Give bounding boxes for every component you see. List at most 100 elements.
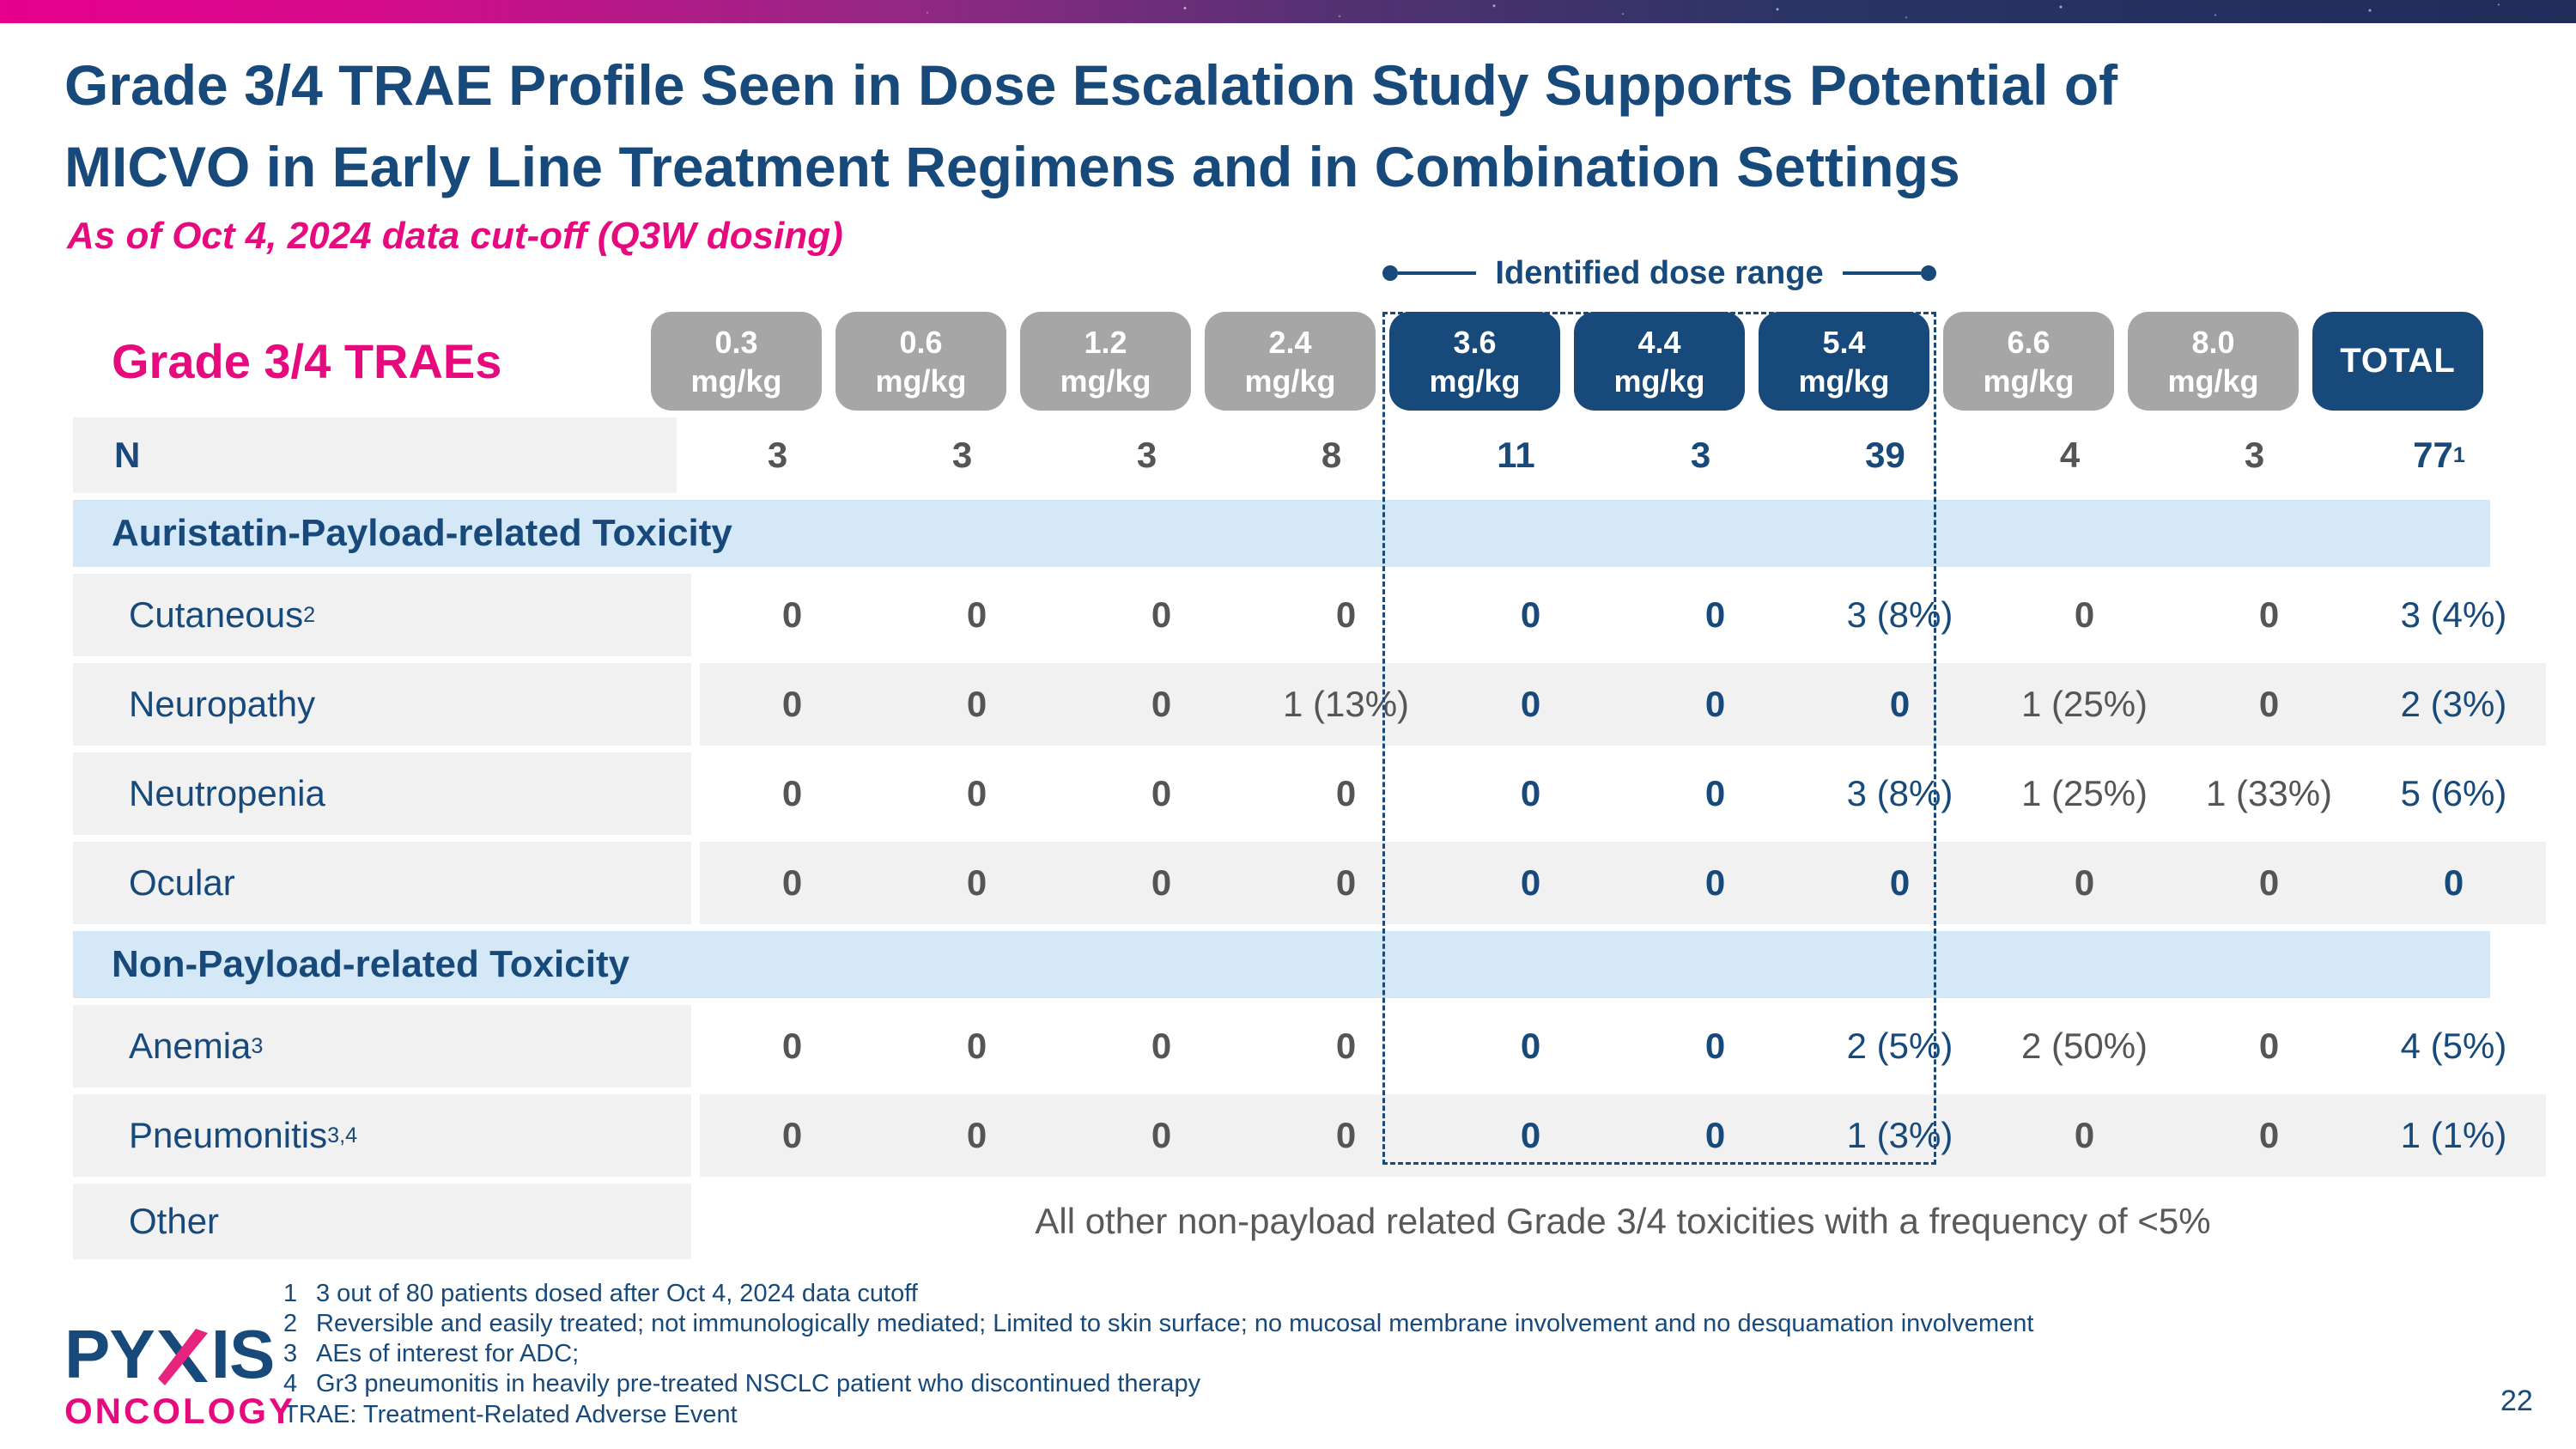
footnote-number: 1	[283, 1280, 298, 1307]
table-cell: 39	[1865, 435, 1905, 475]
table-cell: 0	[1151, 773, 1172, 813]
dose-column-header: 0.6 mg/kg	[829, 312, 1013, 411]
table-cell: 0	[781, 594, 803, 635]
n-row: N 3 3 3 8 11 3 39 4 3 77 1	[73, 417, 2490, 493]
table-cell: 0	[2361, 842, 2546, 924]
dose-column-header: 1.2 mg/kg	[1013, 312, 1198, 411]
row-label: Anemia 3	[73, 1005, 691, 1087]
identified-dose-range-label: Identified dose range	[1495, 254, 1824, 291]
row-label: Other	[73, 1184, 691, 1259]
table-cell: 11	[1497, 435, 1535, 475]
table-cell: 0	[1335, 594, 1357, 635]
table-cell: 0	[966, 594, 987, 635]
table-cell: 0	[1520, 1026, 1541, 1066]
slide-title: Grade 3/4 TRAE Profile Seen in Dose Esca…	[64, 45, 2537, 208]
compass-x-icon	[156, 1329, 210, 1385]
other-row: Other All other non-payload related Grade…	[73, 1184, 2490, 1259]
table-cell: 0	[966, 773, 987, 813]
table-cell: 3	[2244, 435, 2265, 475]
dose-column-header: 2.4 mg/kg	[1198, 312, 1382, 411]
footnotes: 1 3 out of 80 patients dosed after Oct 4,…	[283, 1279, 2033, 1430]
table-cell: 0	[1069, 842, 1254, 924]
table-title: Grade 3/4 TRAEs	[112, 334, 502, 388]
row-label: Neutropenia	[73, 752, 691, 835]
table-cell: 4 (5%)	[2400, 1026, 2507, 1066]
table-cell: 0	[700, 1094, 884, 1177]
slide-title-line2: MICVO in Early Line Treatment Regimens a…	[64, 135, 1960, 198]
data-cutoff-subtitle: As of Oct 4, 2024 data cut-off (Q3W dosi…	[67, 215, 843, 257]
section-label: Non-Payload-related Toxicity	[112, 943, 630, 985]
table-corner-cell: Grade 3/4 TRAEs	[73, 312, 635, 411]
table-cell: 0	[1335, 773, 1357, 813]
table-cell: 0	[1623, 1094, 1807, 1177]
table-cell: 1 (33%)	[2205, 773, 2333, 813]
table-cell: 0	[781, 773, 803, 813]
range-left-dot-icon	[1382, 265, 1398, 281]
footnote-line: 1 3 out of 80 patients dosed after Oct 4,…	[283, 1279, 2033, 1309]
footnote-text: 3 out of 80 patients dosed after Oct 4, …	[316, 1280, 918, 1307]
dose-column-header: 4.4 mg/kg	[1567, 312, 1752, 411]
logo-word-end: IS	[210, 1316, 276, 1392]
table-cell: 0	[2074, 594, 2095, 635]
row-label: Neuropathy	[73, 663, 691, 746]
top-gradient-banner	[0, 0, 2576, 23]
table-cell: 0	[1069, 1094, 1254, 1177]
footnote-number: 3	[283, 1340, 298, 1367]
table-cell: 0	[1438, 663, 1623, 746]
table-cell: 5 (6%)	[2400, 773, 2507, 813]
table-cell: 0	[1151, 594, 1172, 635]
footnote-line: 2 Reversible and easily treated; not immu…	[283, 1309, 2033, 1339]
table-cell: 0	[1520, 594, 1541, 635]
data-row: Neutropenia 0 0 0 0 0 0 3 (8%) 1 (25%) 1 (33%) 5 (…	[73, 752, 2506, 835]
logo-wordmark: PY IS	[64, 1316, 295, 1392]
trae-table: Grade 3/4 TRAEs 0.3 mg/kg 0.6 mg/kg 1.2 mg/kg…	[73, 312, 2546, 1266]
dose-column-header: 8.0 mg/kg	[2121, 312, 2306, 411]
table-cell: 0	[884, 842, 1069, 924]
table-cell: 0	[1623, 842, 1807, 924]
row-label: Ocular	[73, 842, 691, 924]
section-label: Auristatin-Payload-related Toxicity	[112, 512, 732, 554]
table-cell: 4	[2059, 435, 2081, 475]
footnote-text: Reversible and easily treated; not immun…	[316, 1310, 2034, 1337]
table-cell: 0	[2177, 842, 2361, 924]
table-cell: 0	[2177, 1094, 2361, 1177]
dose-column-header: 6.6 mg/kg	[1936, 312, 2121, 411]
table-cell: 77 1	[2413, 435, 2465, 475]
table-body: N 3 3 3 8 11 3 39 4 3 77 1 Auristatin-Payload-relate…	[73, 417, 2546, 1259]
footnote-number: 2	[283, 1310, 298, 1337]
table-cell: 2 (50%)	[2020, 1026, 2148, 1066]
range-left-line	[1398, 271, 1477, 275]
slide-title-line1: Grade 3/4 TRAE Profile Seen in Dose Esca…	[64, 53, 2118, 117]
table-cell: 0	[1335, 1026, 1357, 1066]
table-cell: 3	[1136, 435, 1157, 475]
other-row-note: All other non-payload related Grade 3/4 …	[1035, 1201, 2211, 1241]
table-cell: 0	[1151, 1026, 1172, 1066]
logo-word-start: PY	[64, 1316, 155, 1392]
section-row: Auristatin-Payload-related Toxicity	[73, 500, 2490, 567]
table-cell: 0	[884, 663, 1069, 746]
table-cell: 0	[2258, 594, 2280, 635]
dose-column-header: 5.4 mg/kg	[1752, 312, 1936, 411]
table-cell: 0	[1069, 663, 1254, 746]
data-row: Anemia 3 0 0 0 0 0 0 2 (5%) 2 (50%) 0 4 (5%)	[73, 1005, 2506, 1087]
page-number: 22	[2500, 1385, 2533, 1417]
table-cell: 0	[781, 1026, 803, 1066]
data-row: Ocular 0 0 0 0 0 0 0 0 0 0	[73, 842, 2546, 924]
table-cell: 2 (5%)	[1846, 1026, 1953, 1066]
table-cell: 0	[1520, 773, 1541, 813]
table-cell: 0	[2177, 663, 2361, 746]
table-cell: 0	[966, 1026, 987, 1066]
table-cell: 0	[1254, 1094, 1438, 1177]
footnote-line: 3 AEs of interest for ADC;	[283, 1339, 2033, 1369]
trae-abbreviation: TRAE: Treatment-Related Adverse Event	[283, 1401, 738, 1428]
table-cell: 0	[1254, 842, 1438, 924]
dose-column-header: TOTAL	[2306, 312, 2490, 411]
table-cell: 3	[951, 435, 973, 475]
footnote-text: AEs of interest for ADC;	[316, 1340, 580, 1367]
table-cell: 0	[1992, 842, 2177, 924]
pyxis-oncology-logo: PY IS ONCOLOGY	[64, 1316, 295, 1432]
section-band: Auristatin-Payload-related Toxicity	[73, 500, 2490, 567]
footnote-number: 4	[283, 1370, 298, 1397]
table-cell: 0	[1704, 773, 1726, 813]
table-cell: 3	[767, 435, 788, 475]
